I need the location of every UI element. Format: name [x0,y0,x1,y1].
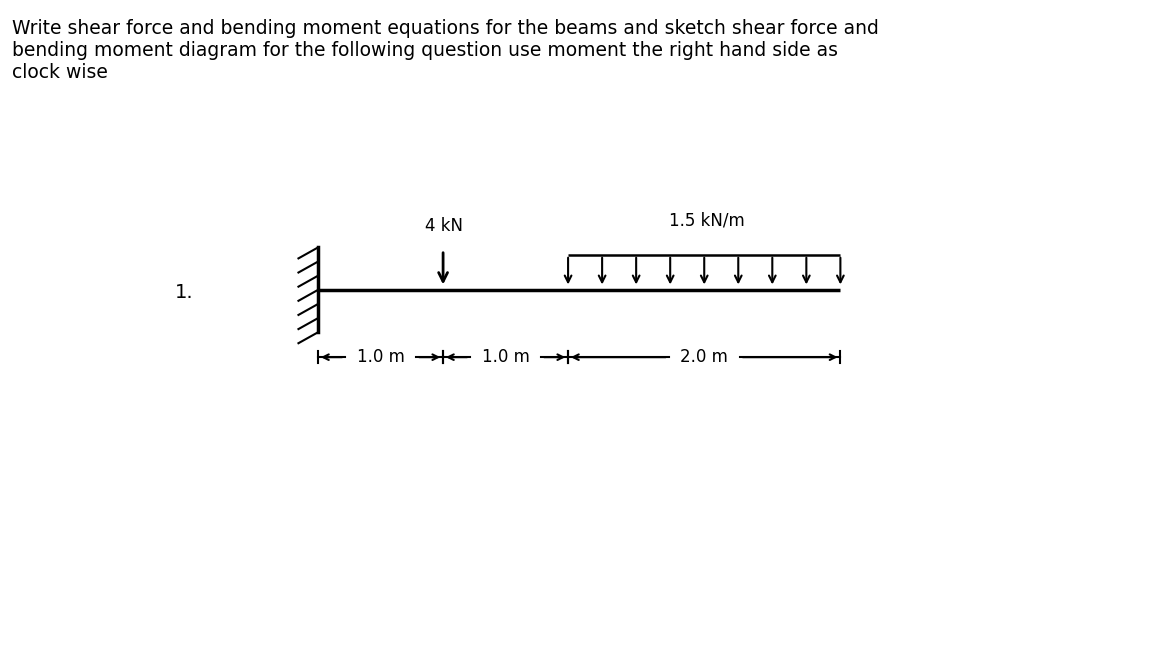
Text: Write shear force and bending moment equations for the beams and sketch shear fo: Write shear force and bending moment equ… [12,19,878,82]
Text: 1.: 1. [175,283,194,302]
Text: 1.0 m: 1.0 m [482,348,530,366]
Text: 1.0 m: 1.0 m [357,348,404,366]
Text: 4 kN: 4 kN [425,217,463,235]
Text: 1.5 kN/m: 1.5 kN/m [668,212,744,230]
Text: 2.0 m: 2.0 m [681,348,728,366]
